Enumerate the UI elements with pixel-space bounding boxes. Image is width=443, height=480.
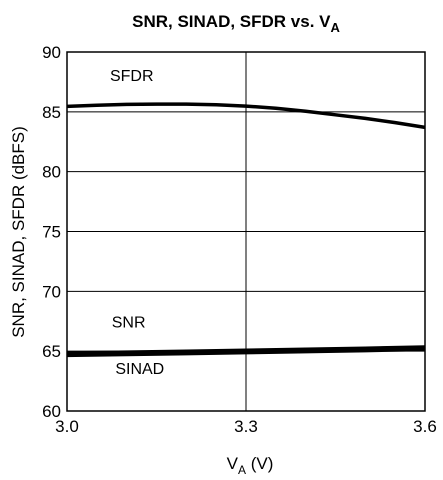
chart-title: SNR, SINAD, SFDR vs. VA	[132, 12, 340, 35]
x-axis-label-subscript: A	[238, 463, 246, 477]
y-tick-label: 65	[42, 342, 61, 361]
plot-frame	[66, 51, 426, 412]
y-tick-label: 90	[42, 43, 61, 62]
ticks: 60 65 70 75 80 85 90 3.0 3.3 3.6	[42, 43, 437, 436]
annotation-sfdr: SFDR	[110, 68, 154, 85]
x-tick-label: 3.6	[413, 417, 437, 436]
chart-title-subscript: A	[330, 20, 340, 35]
annotation-sinad: SINAD	[115, 361, 164, 378]
y-axis-label: SNR, SINAD, SFDR (dBFS)	[9, 126, 28, 338]
x-axis-label: VA (V)	[227, 454, 274, 477]
series-sinad-line	[66, 347, 426, 358]
x-axis-label-main: V	[227, 454, 239, 473]
annotations: SFDR SNR SINAD	[110, 68, 164, 378]
series-layer	[66, 102, 426, 358]
annotation-snr: SNR	[112, 314, 146, 331]
series-sfdr-line	[66, 102, 426, 130]
x-axis-label-unit: (V)	[246, 454, 273, 473]
x-tick-label: 3.0	[55, 417, 79, 436]
y-tick-label: 60	[42, 402, 61, 421]
chart-title-main: SNR, SINAD, SFDR vs. V	[132, 12, 331, 31]
series-snr-line	[66, 345, 426, 355]
y-tick-label: 80	[42, 163, 61, 182]
y-tick-label: 75	[42, 223, 61, 242]
x-tick-label: 3.3	[234, 417, 258, 436]
y-tick-label: 70	[42, 282, 61, 301]
y-tick-label: 85	[42, 103, 61, 122]
